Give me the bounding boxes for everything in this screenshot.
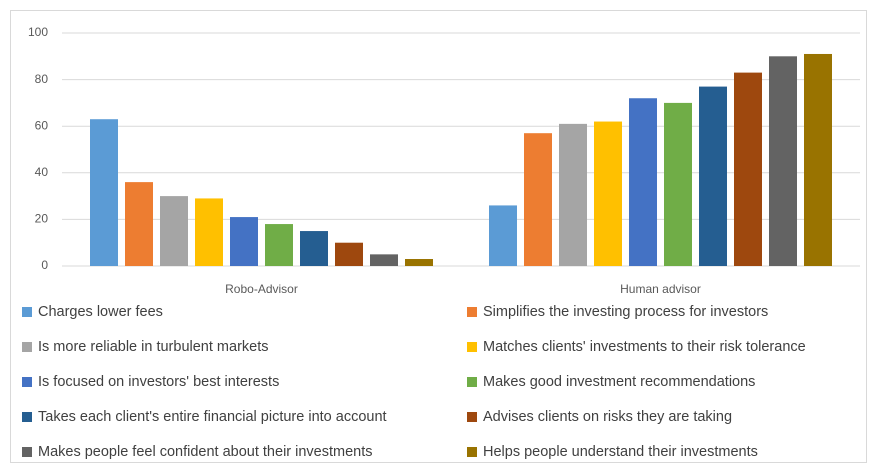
- y-tick-label: 20: [35, 212, 49, 226]
- legend-label: Makes good investment recommendations: [483, 374, 755, 390]
- legend-swatch: [22, 342, 32, 352]
- y-tick-label: 40: [35, 165, 49, 179]
- bar: [629, 98, 657, 267]
- legend-label: Makes people feel confident about their …: [38, 444, 373, 460]
- legend-swatch: [467, 307, 477, 317]
- bar: [769, 56, 797, 266]
- legend-swatch: [22, 412, 32, 422]
- bar: [594, 121, 622, 266]
- bar: [664, 102, 692, 267]
- bar: [699, 86, 727, 266]
- bar: [195, 198, 223, 266]
- bar: [90, 119, 118, 267]
- bar: [804, 53, 832, 266]
- x-tick-label: Human advisor: [620, 282, 701, 296]
- bar: [734, 72, 762, 266]
- legend-label: Is focused on investors' best interests: [38, 374, 279, 390]
- bar: [370, 254, 398, 266]
- legend-label: Helps people understand their investment…: [483, 444, 758, 460]
- legend-swatch: [467, 412, 477, 422]
- y-tick-label: 0: [41, 258, 48, 272]
- legend-label: Simplifies the investing process for inv…: [483, 304, 768, 320]
- bar: [489, 205, 517, 266]
- bar: [335, 242, 363, 266]
- bar: [524, 133, 552, 266]
- legend-swatch: [467, 447, 477, 457]
- legend-label: Advises clients on risks they are taking: [483, 409, 732, 425]
- bar: [230, 217, 258, 266]
- bar: [559, 123, 587, 267]
- legend-label: Matches clients' investments to their ri…: [483, 339, 806, 355]
- legend-swatch: [22, 447, 32, 457]
- bar: [160, 196, 188, 266]
- legend-label: Charges lower fees: [38, 304, 163, 320]
- y-tick-label: 60: [35, 118, 49, 132]
- bar: [300, 231, 328, 266]
- legend-swatch: [22, 307, 32, 317]
- bar: [265, 224, 293, 266]
- legend-swatch: [467, 342, 477, 352]
- x-tick-label: Robo-Advisor: [225, 282, 298, 296]
- legend-swatch: [22, 377, 32, 387]
- legend-swatch: [467, 377, 477, 387]
- y-tick-label: 80: [35, 72, 49, 86]
- bar: [125, 182, 153, 266]
- legend-label: Is more reliable in turbulent markets: [38, 339, 269, 355]
- legend-label: Takes each client's entire financial pic…: [38, 409, 387, 425]
- y-tick-label: 100: [28, 25, 48, 39]
- bar: [405, 259, 433, 266]
